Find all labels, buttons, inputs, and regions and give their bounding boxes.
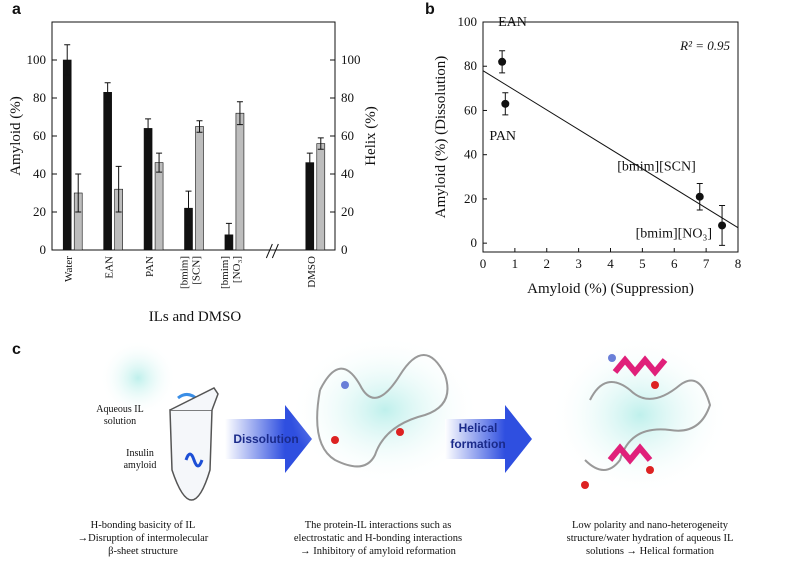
- y2-tick-label: 20: [341, 204, 354, 219]
- x-tick-label: 4: [607, 256, 614, 271]
- y-tick-label: 100: [27, 52, 47, 67]
- x-tick-label: 3: [575, 256, 582, 271]
- arrow-label: Dissolution: [233, 432, 298, 446]
- bar: [143, 128, 153, 251]
- point: [498, 57, 507, 66]
- y-tick-label: 80: [33, 90, 46, 105]
- bar: [154, 162, 164, 251]
- panel-label: a: [12, 1, 21, 18]
- y2-tick-label: 0: [341, 242, 348, 257]
- bar: [195, 126, 204, 251]
- point: [718, 221, 727, 230]
- error-bar: [185, 190, 192, 226]
- x-tick-label: Water: [63, 256, 75, 282]
- error-bar: [104, 82, 111, 103]
- point-label: [bmim][NO₃]: [636, 226, 712, 241]
- x-tick-label: DMSO: [306, 256, 318, 288]
- y-tick-label: 0: [40, 242, 47, 257]
- error-bar: [64, 44, 71, 76]
- x-axis-label: ILs and DMSO: [149, 309, 242, 325]
- x-tick-label: PAN: [144, 256, 156, 277]
- bar: [103, 92, 112, 251]
- bar: [235, 112, 245, 251]
- bar: [305, 162, 315, 251]
- error-bar: [145, 118, 152, 139]
- y2-tick-label: 60: [341, 128, 354, 143]
- y-tick-label: 40: [464, 147, 477, 162]
- x-tick-label: 0: [480, 256, 487, 271]
- y-tick-label: 60: [33, 128, 46, 143]
- caption: →Disruption of intermolecular: [78, 533, 209, 544]
- error-bar: [225, 222, 232, 247]
- error-bar: [236, 101, 243, 126]
- point: [695, 192, 704, 201]
- plot-frame: [51, 21, 336, 251]
- y2-tick-label: 80: [341, 90, 354, 105]
- y-tick-label: 100: [458, 14, 478, 29]
- caption: β-sheet structure: [108, 546, 178, 557]
- y2-tick-label: 100: [341, 52, 361, 67]
- y-axis-label: Amyloid (%): [8, 96, 24, 176]
- plot-frame: [482, 21, 739, 253]
- bar: [62, 59, 72, 251]
- arrow-label: formation: [450, 437, 505, 451]
- panel-label: c: [12, 341, 21, 358]
- point-label: EAN: [498, 15, 527, 30]
- annotation: R² = 0.95: [679, 38, 730, 53]
- caption: solutions → Helical formation: [586, 546, 715, 557]
- x-tick-label: [bmim][SCN]: [179, 256, 203, 289]
- error-bar: [317, 137, 324, 150]
- x-tick-label: 1: [512, 256, 519, 271]
- y-tick-label: 60: [464, 102, 477, 117]
- caption: structure/water hydration of aqueous IL: [567, 533, 734, 544]
- x-tick-label: EAN: [104, 256, 116, 279]
- fit-line: [482, 70, 739, 229]
- panel-label: b: [425, 1, 435, 18]
- axis-break: [265, 243, 279, 259]
- amyloid-label: amyloid: [124, 460, 157, 471]
- y-tick-label: 80: [464, 58, 477, 73]
- error-bar: [306, 152, 313, 173]
- y-axis-label: Amyloid (%) (Dissolution): [433, 56, 449, 219]
- x-tick-label: 6: [671, 256, 678, 271]
- x-tick-label: 2: [544, 256, 551, 271]
- caption: → Inhibitory of amyloid reformation: [300, 546, 456, 557]
- error-bar: [75, 173, 82, 213]
- error-bar: [156, 152, 163, 173]
- error-bar: [115, 165, 122, 213]
- x-tick-label: 5: [639, 256, 646, 271]
- point-label: PAN: [489, 129, 516, 144]
- y-tick-label: 0: [471, 235, 478, 250]
- y-tick-label: 40: [33, 166, 46, 181]
- y2-axis-label: Helix (%): [363, 106, 379, 166]
- y2-tick-label: 40: [341, 166, 354, 181]
- arrow-label: Helical: [459, 421, 498, 435]
- diagram-art: [100, 335, 730, 501]
- caption: electrostatic and H-bonding interactions: [294, 533, 462, 544]
- x-tick-label: [bmim][NO₃]: [219, 256, 243, 289]
- x-axis-label: Amyloid (%) (Suppression): [527, 281, 694, 297]
- point: [501, 99, 510, 108]
- y-tick-label: 20: [33, 204, 46, 219]
- caption: H-bonding basicity of IL: [91, 520, 196, 531]
- bar: [316, 143, 326, 251]
- caption: The protein-IL interactions such as: [305, 520, 452, 531]
- x-tick-label: 8: [735, 256, 742, 271]
- point-label: [bmim][SCN]: [617, 160, 696, 175]
- aqueous-label: solution: [104, 416, 136, 427]
- error-bar: [196, 120, 203, 133]
- amyloid-label: Insulin: [126, 448, 154, 459]
- aqueous-label: Aqueous IL: [96, 404, 144, 415]
- y-tick-label: 20: [464, 191, 477, 206]
- x-tick-label: 7: [703, 256, 710, 271]
- caption: Low polarity and nano-heterogeneity: [572, 520, 729, 531]
